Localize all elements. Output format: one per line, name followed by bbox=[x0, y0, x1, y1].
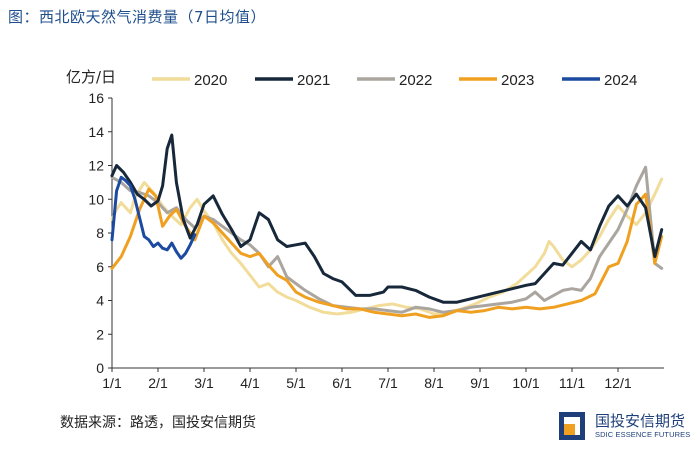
axis-layer: 0 2 4 6 8 10 12 14 16 1/1 2/1 3/1 4/1 5/1 6/1 7/1 8/1 9/1… bbox=[66, 68, 664, 391]
x-tick-label: 4/1 bbox=[240, 375, 260, 391]
x-tick-label: 11/1 bbox=[559, 375, 585, 391]
x-tick-label: 12/1 bbox=[604, 375, 631, 391]
y-tick-label: 8 bbox=[96, 225, 104, 241]
series-line-2024 bbox=[110, 175, 197, 260]
y-tick-label: 14 bbox=[88, 124, 104, 140]
legend-label-2021: 2021 bbox=[297, 72, 330, 89]
x-tick-label: 9/1 bbox=[470, 375, 490, 391]
series-line-2020 bbox=[110, 177, 664, 316]
legend-label-2024: 2024 bbox=[604, 72, 637, 89]
x-tick-label: 6/1 bbox=[332, 375, 352, 391]
series-line-2023 bbox=[110, 187, 664, 319]
series-line-2022 bbox=[110, 165, 664, 314]
x-tick-label: 5/1 bbox=[286, 375, 306, 391]
y-tick-label: 0 bbox=[96, 360, 104, 376]
legend-label-2023: 2023 bbox=[501, 72, 534, 89]
x-tick-label: 8/1 bbox=[424, 375, 444, 391]
brand-name-en: SDIC ESSENCE FUTURES bbox=[595, 430, 691, 439]
x-tick-label: 2/1 bbox=[148, 375, 168, 391]
legend-label-2022: 2022 bbox=[399, 72, 432, 89]
y-tick-label: 4 bbox=[96, 293, 104, 309]
y-tick-label: 2 bbox=[96, 326, 104, 342]
y-axis-title: 亿方/日 bbox=[66, 68, 116, 86]
x-tick-label: 3/1 bbox=[194, 375, 214, 391]
figure-title: 图：西北欧天然气消费量（7日均值） bbox=[8, 8, 267, 26]
legend-label-2020: 2020 bbox=[194, 72, 227, 89]
series-line-2021 bbox=[110, 133, 664, 304]
source-note: 数据来源：路透，国投安信期货 bbox=[60, 415, 256, 431]
legend: 2020 2021 2022 2023 2024 bbox=[152, 72, 637, 89]
y-tick-label: 10 bbox=[88, 191, 104, 207]
y-tick-label: 12 bbox=[88, 158, 104, 174]
brand-name-cn: 国投安信期货 bbox=[595, 412, 686, 430]
y-tick-label: 6 bbox=[96, 259, 104, 275]
x-tick-label: 7/1 bbox=[378, 375, 398, 391]
brand-logo-icon bbox=[557, 410, 587, 442]
series-layer bbox=[110, 133, 664, 319]
x-tick-label: 1/1 bbox=[102, 375, 122, 391]
x-tick-label: 10/1 bbox=[512, 375, 539, 391]
y-tick-label: 16 bbox=[88, 90, 104, 106]
brand-logo: 国投安信期货 SDIC ESSENCE FUTURES bbox=[557, 408, 697, 448]
